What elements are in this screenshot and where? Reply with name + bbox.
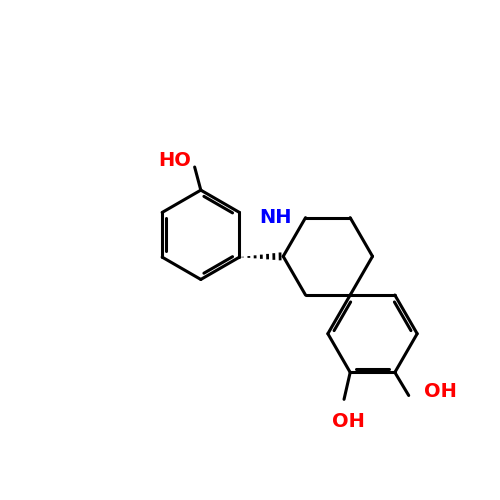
Text: OH: OH: [332, 412, 365, 432]
Text: NH: NH: [259, 208, 292, 227]
Text: OH: OH: [424, 382, 457, 401]
Text: HO: HO: [158, 152, 192, 171]
